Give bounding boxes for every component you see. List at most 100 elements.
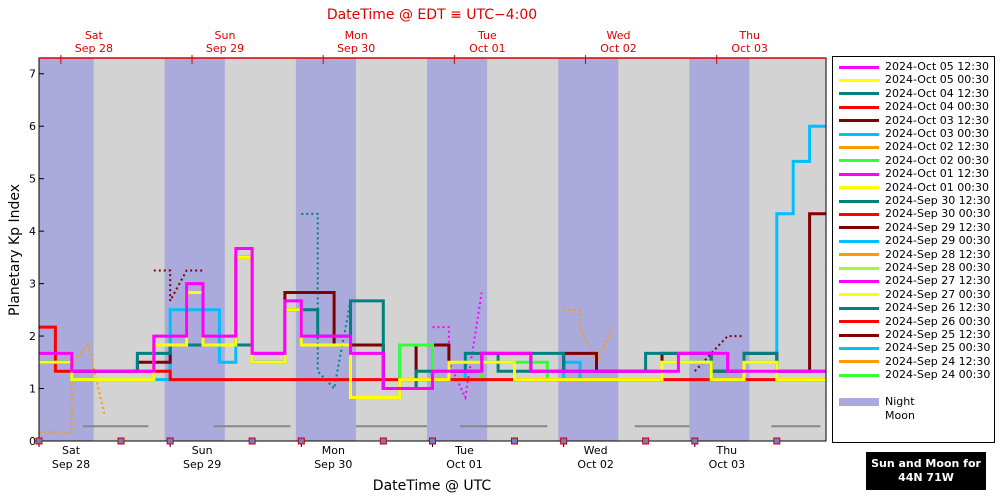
y-tick-label: 7 xyxy=(29,68,36,81)
legend-swatch xyxy=(839,199,879,203)
legend-label: 2024-Sep 30 12:30 xyxy=(885,194,991,207)
x-tick-day-2: Mon xyxy=(322,444,345,457)
legend-swatch xyxy=(839,306,879,310)
legend-swatch-night xyxy=(839,398,879,406)
dotted-series-5 xyxy=(694,335,745,372)
night-band-5 xyxy=(689,58,750,441)
legend-label-moon: Moon xyxy=(885,409,915,422)
moon-event-marker-8 xyxy=(560,437,568,445)
x-tick-date-5: Oct 03 xyxy=(709,458,746,471)
legend-swatch xyxy=(839,360,879,364)
legend-item: 2024-Sep 26 00:30 xyxy=(839,315,990,329)
legend-item: 2024-Oct 01 00:30 xyxy=(839,181,989,195)
legend-swatch xyxy=(839,78,879,82)
legend-item: 2024-Oct 03 12:30 xyxy=(839,114,989,128)
moon-event-marker-4 xyxy=(297,437,305,445)
legend-swatch xyxy=(839,159,879,163)
legend-item: 2024-Sep 30 12:30 xyxy=(839,194,990,208)
kp-series-lines xyxy=(39,124,826,399)
x-tick-date-3: Oct 01 xyxy=(446,458,483,471)
top-tick-date-5: Oct 03 xyxy=(731,42,768,55)
y-tick-label: 3 xyxy=(29,278,36,291)
chart-title: DateTime @ EDT ≡ UTC−4:00 xyxy=(327,7,537,23)
top-tick-day-0: Sat xyxy=(85,29,104,42)
night-band-2 xyxy=(295,58,356,441)
y-tick-label: 4 xyxy=(29,225,36,238)
moon-event-marker-2 xyxy=(166,437,174,445)
legend-label: 2024-Oct 05 12:30 xyxy=(885,60,989,73)
night-band-0 xyxy=(39,58,94,441)
y-tick-label: 5 xyxy=(29,173,36,186)
legend-label: 2024-Sep 26 00:30 xyxy=(885,314,991,328)
legend-label: 2024-Sep 30 00:30 xyxy=(885,207,991,221)
legend-swatch xyxy=(839,320,879,324)
y-tick-label: 2 xyxy=(29,330,36,343)
moon-event-marker-1 xyxy=(117,437,125,445)
legend-item: 2024-Oct 03 00:30 xyxy=(839,127,989,141)
legend-swatch xyxy=(839,172,879,176)
legend-item: 2024-Sep 25 12:30 xyxy=(839,328,990,342)
x-axis-label: DateTime @ UTC xyxy=(373,478,492,494)
legend-swatch xyxy=(839,92,879,96)
legend-item: 2024-Oct 01 12:30 xyxy=(839,167,989,181)
top-tick-day-3: Tue xyxy=(477,29,497,42)
sun-and-moon-button[interactable]: Sun and Moon for 44N 71W xyxy=(866,452,986,490)
legend-label: 2024-Sep 29 00:30 xyxy=(885,234,991,248)
x-tick-date-4: Oct 02 xyxy=(577,458,614,471)
y-axis: 0 1 2 3 4 5 6 7 xyxy=(29,68,44,448)
legend-swatch xyxy=(839,293,879,297)
legend-item: 2024-Oct 05 12:30 xyxy=(839,60,989,74)
legend-item: 2024-Sep 24 12:30 xyxy=(839,355,990,369)
moon-event-marker-11 xyxy=(773,437,781,445)
legend-label: 2024-Sep 27 00:30 xyxy=(885,287,991,301)
y-axis-label: Planetary Kp Index xyxy=(7,184,23,316)
x-tick-day-1: Sun xyxy=(192,444,213,457)
series-line-1 xyxy=(39,255,826,399)
legend-item: 2024-Sep 28 12:30 xyxy=(839,248,990,262)
y-tick-label: 6 xyxy=(29,120,36,133)
legend-swatch xyxy=(839,186,879,190)
legend-label: 2024-Sep 29 12:30 xyxy=(885,220,991,234)
legend-label: 2024-Sep 28 00:30 xyxy=(885,261,991,274)
moon-event-marker-5 xyxy=(379,437,387,445)
legend-swatch xyxy=(839,333,879,337)
legend-swatch xyxy=(839,145,879,149)
legend-label-night: Night xyxy=(885,395,915,408)
legend-label: 2024-Oct 04 00:30 xyxy=(885,100,989,114)
legend-label: 2024-Sep 28 12:30 xyxy=(885,247,991,261)
legend-label: 2024-Sep 25 00:30 xyxy=(885,341,991,355)
x-tick-date-0: Sep 28 xyxy=(52,458,90,471)
y-tick-label: 0 xyxy=(29,435,36,448)
legend-item: 2024-Oct 04 00:30 xyxy=(839,100,989,114)
series-line-0 xyxy=(39,247,826,390)
legend-label: 2024-Oct 01 12:30 xyxy=(885,167,989,181)
legend-label: 2024-Oct 01 00:30 xyxy=(885,180,989,194)
top-tick-day-2: Mon xyxy=(345,29,368,42)
top-tick-date-2: Sep 30 xyxy=(337,42,375,55)
legend-item: 2024-Oct 04 12:30 xyxy=(839,87,989,101)
legend-label: 2024-Oct 03 00:30 xyxy=(885,127,989,140)
legend-swatch xyxy=(839,119,879,123)
night-band-1 xyxy=(164,58,225,441)
legend-item: 2024-Sep 25 00:30 xyxy=(839,341,990,355)
legend-swatch xyxy=(839,212,879,216)
legend-label: 2024-Oct 05 00:30 xyxy=(885,73,989,87)
moon-event-markers xyxy=(35,437,781,445)
moon-event-marker-9 xyxy=(642,437,650,445)
dotted-series-4 xyxy=(563,308,614,365)
x-tick-date-2: Sep 30 xyxy=(314,458,352,471)
moon-event-marker-7 xyxy=(510,437,518,445)
legend-item: 2024-Sep 30 00:30 xyxy=(839,207,990,221)
legend-label: 2024-Sep 26 12:30 xyxy=(885,301,991,315)
y-tick-label: 1 xyxy=(29,383,36,396)
moon-event-marker-10 xyxy=(691,437,699,445)
moon-event-marker-3 xyxy=(248,437,256,445)
dotted-series-0 xyxy=(39,342,106,434)
legend-label: 2024-Sep 24 00:30 xyxy=(885,368,991,382)
legend-swatch xyxy=(839,226,879,230)
moon-event-marker-6 xyxy=(429,437,436,445)
legend-item: 2024-Sep 26 12:30 xyxy=(839,301,990,315)
